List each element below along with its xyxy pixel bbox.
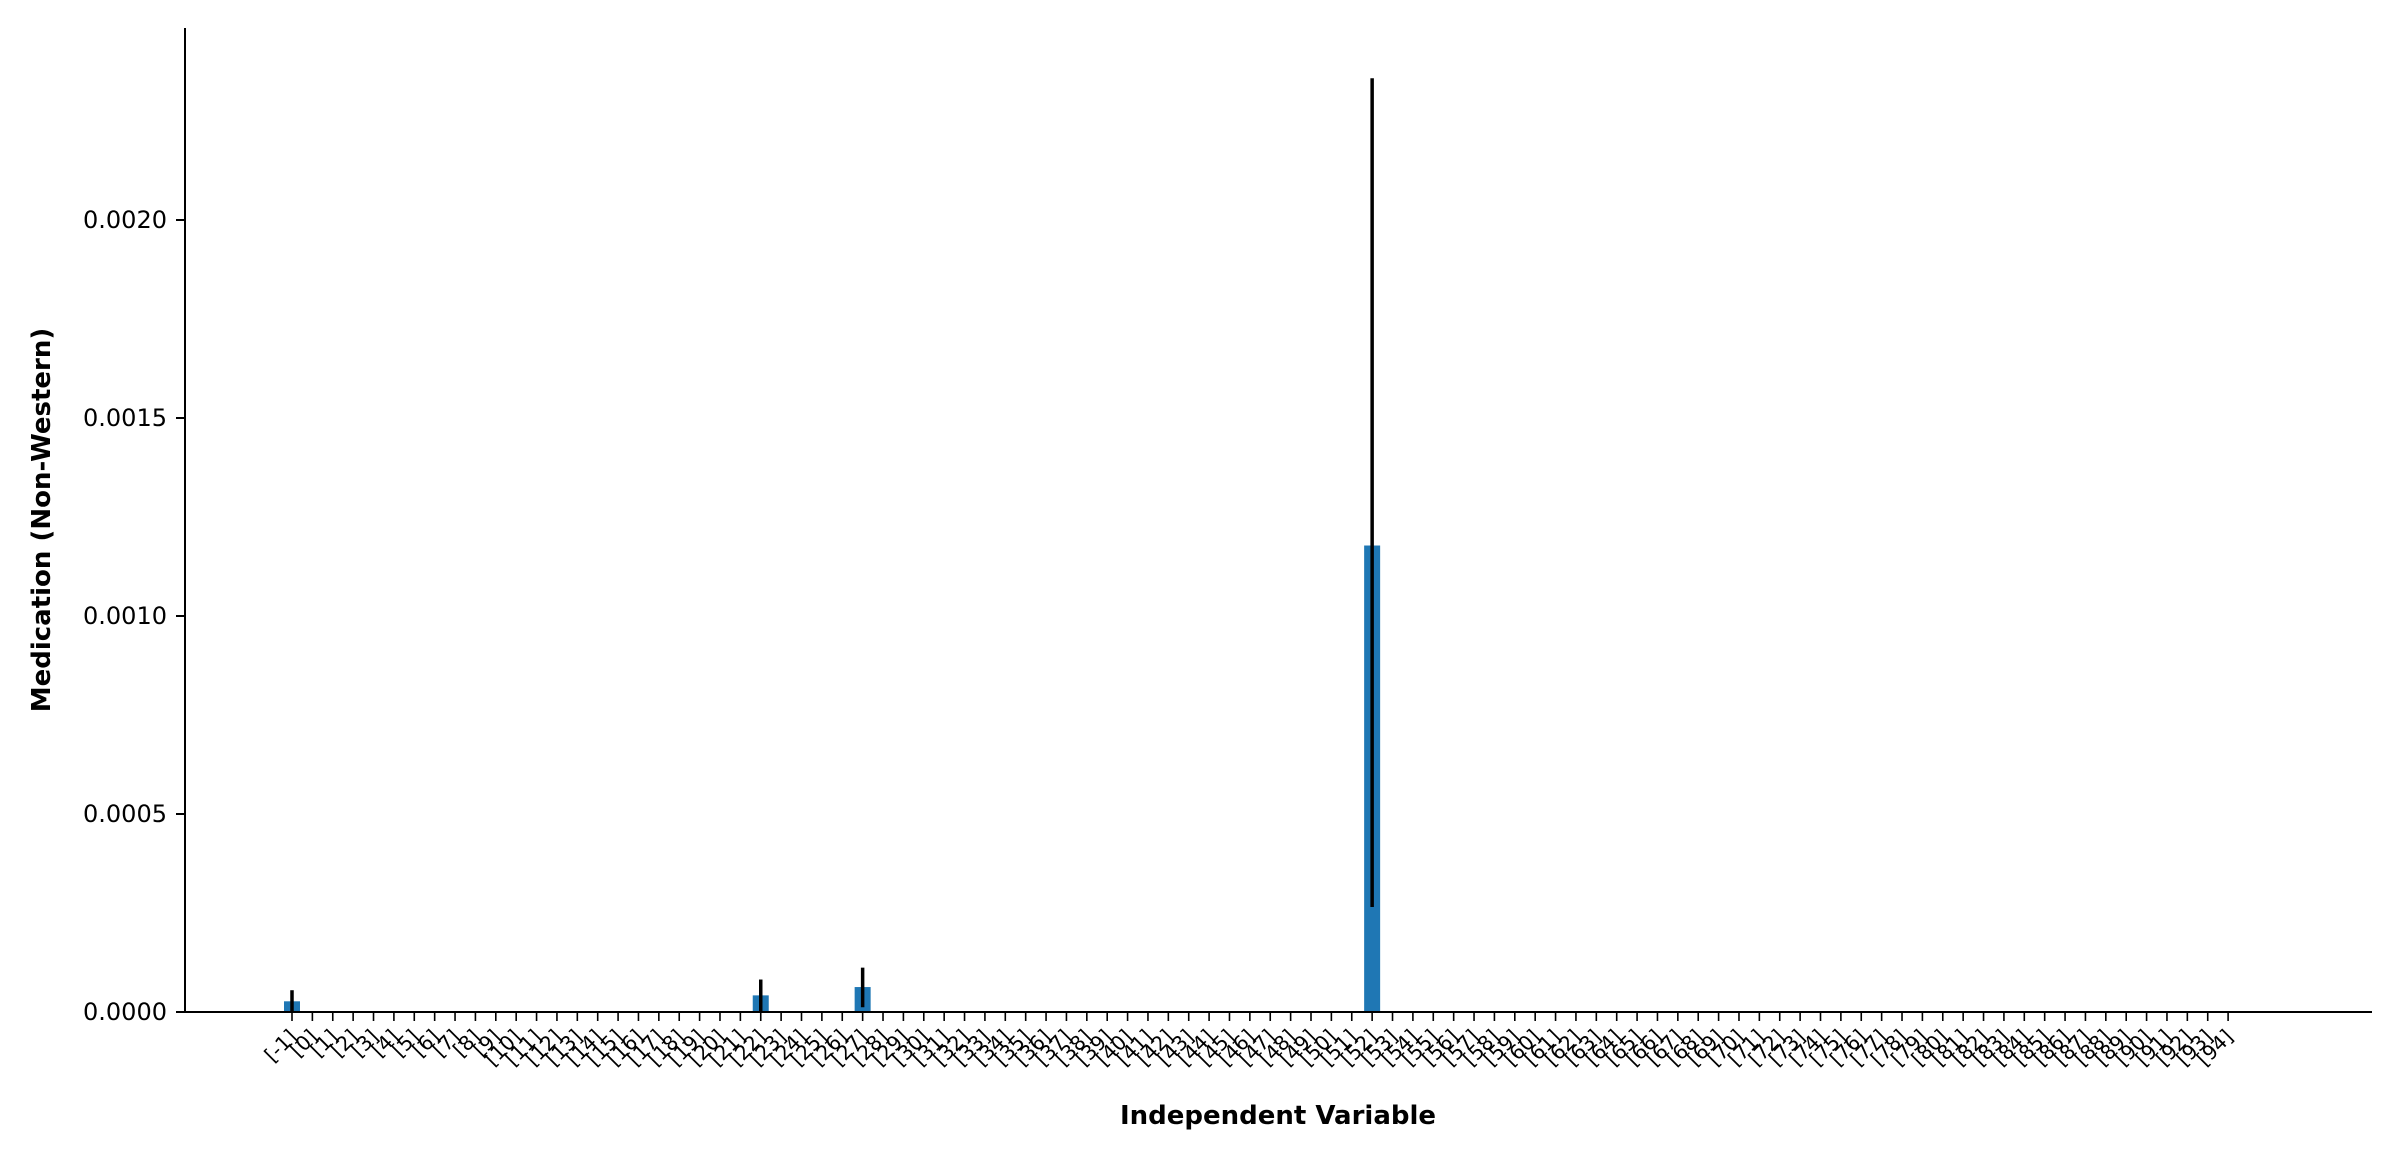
x-axis-title: Independent Variable — [1120, 1101, 1436, 1131]
y-ticks-layer: 0.0000 0.0005 0.0010 0.0015 0.0020 — [83, 206, 185, 1026]
y-tick-label: 0.0005 — [83, 800, 167, 828]
error-bars-layer — [290, 78, 1374, 1012]
y-axis-title: Medication (Non-Western) — [27, 328, 57, 713]
y-tick-label: 0.0010 — [83, 602, 167, 630]
y-tick-label: 0.0000 — [83, 998, 167, 1026]
y-tick-label: 0.0020 — [83, 206, 167, 234]
bars-layer — [284, 545, 1381, 1012]
y-tick-label: 0.0015 — [83, 404, 167, 432]
x-ticks-layer: [-1][0][1][2][3][4][5][6][7][8][9][10][1… — [259, 1012, 2238, 1071]
